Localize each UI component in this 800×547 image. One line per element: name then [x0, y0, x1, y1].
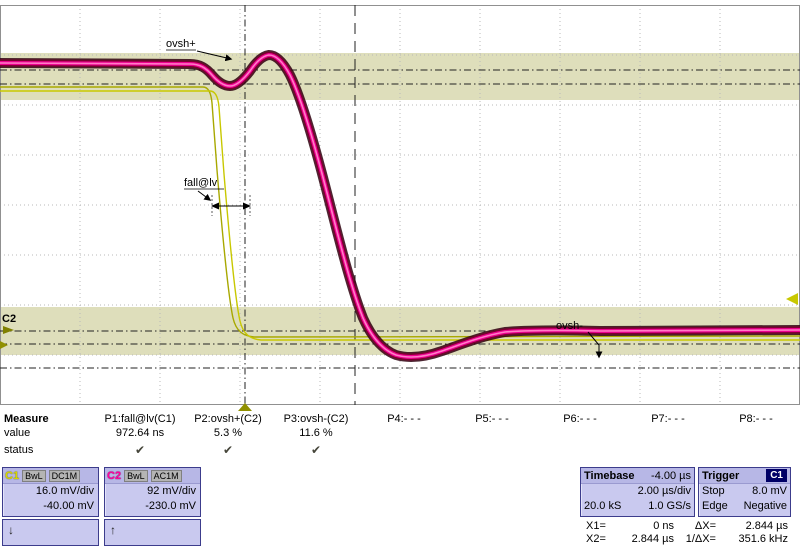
grid-horizontal-lines [0, 54, 800, 356]
param-label-p1[interactable]: P1:fall@lv(C1) [104, 413, 176, 425]
timebase-sampling-row: 20.0 kS 1.0 GS/s [581, 499, 694, 514]
timebase-sample-rate: 1.0 GS/s [648, 500, 691, 512]
c1-trace-envelope [0, 90, 800, 341]
status-ok-icon-p1: ✔ [134, 442, 146, 457]
channel-c2-bandwidth-tag: BwL [124, 469, 148, 482]
trigger-mode: Stop [702, 485, 725, 497]
measure-title: Measure [4, 413, 49, 425]
channel-c2-scale: 92 mV/div [147, 485, 196, 497]
param-label-p6[interactable]: P6:- - - [563, 413, 597, 425]
measure-value-label: value [4, 427, 31, 439]
c2-trace [0, 49, 800, 363]
annotation-ovsh-minus-arrow [587, 331, 603, 359]
channel-c1-descriptor[interactable]: C1 BwL DC1M 16.0 mV/div -40.00 mV [2, 467, 99, 517]
x1-label: X1= [586, 520, 606, 532]
param-label-p3[interactable]: P3:ovsh-(C2) [283, 413, 349, 425]
c2-offset-marker-label[interactable]: C2 [2, 313, 16, 325]
trigger-type-row: Edge Negative [699, 499, 790, 514]
channel-c2-name: C2 [107, 469, 122, 482]
invdx-value: 351.6 kHz [738, 533, 788, 545]
c1-offset-marker-icon[interactable] [0, 341, 8, 349]
timebase-samples: 20.0 kS [584, 500, 622, 512]
param-label-p7[interactable]: P7:- - - [651, 413, 685, 425]
timebase-scale-row: 2.00 µs/div [581, 484, 694, 499]
channel-c1-header: C1 BwL DC1M [3, 468, 98, 484]
measure-value-row: value 972.64 ns 5.3 % 11.6 % [0, 426, 800, 440]
param-value-p2: 5.3 % [213, 427, 243, 439]
annotation-fall-lv: fall@lv [184, 177, 218, 189]
graticule: ovsh+ fall@lv ovsh- C2 [0, 5, 800, 411]
offset-down-icon: ↓ [8, 523, 14, 537]
x1-value: 0 ns [653, 520, 674, 532]
channel-c2-marker-strip[interactable]: ↑ [104, 519, 201, 546]
annotation-ovsh-plus: ovsh+ [166, 38, 196, 50]
status-ok-icon-p2: ✔ [222, 442, 234, 457]
timebase-descriptor[interactable]: Timebase -4.00 µs 2.00 µs/div 20.0 kS 1.… [580, 467, 695, 517]
waveform-display: ovsh+ fall@lv ovsh- C2 [0, 5, 800, 411]
param-label-p4[interactable]: P4:- - - [387, 413, 421, 425]
trigger-type: Edge [702, 500, 728, 512]
measure-label-row: Measure P1:fall@lv(C1) P2:ovsh+(C2) P3:o… [0, 412, 800, 426]
trigger-descriptor[interactable]: Trigger C1 Stop 8.0 mV Edge Negative [698, 467, 791, 517]
channel-c1-scale: 16.0 mV/div [35, 485, 94, 497]
timebase-title: Timebase [584, 469, 635, 482]
channel-c1-coupling-tag: DC1M [48, 469, 81, 482]
c1-trace [0, 86, 800, 338]
c2-offset-marker-icon[interactable] [3, 326, 14, 334]
timebase-header: Timebase -4.00 µs [581, 468, 694, 484]
timebase-delay: -4.00 µs [651, 469, 691, 482]
cursor-readout-row2: X2= 2.844 µs 1/ΔX= 351.6 kHz [580, 533, 792, 546]
cursor-readout: X1= 0 ns ΔX= 2.844 µs X2= 2.844 µs 1/ΔX=… [580, 520, 792, 546]
channel-c1-bandwidth-tag: BwL [22, 469, 46, 482]
trigger-level: 8.0 mV [752, 485, 787, 497]
measure-panel: Measure P1:fall@lv(C1) P2:ovsh+(C2) P3:o… [0, 412, 800, 459]
channel-c1-offset: -40.00 mV [43, 500, 94, 512]
channel-c1-marker-strip[interactable]: ↓ [2, 519, 99, 546]
trigger-source-badge: C1 [766, 469, 787, 482]
measure-status-row: status ✔ ✔ ✔ [0, 440, 800, 459]
dx-value: 2.844 µs [745, 520, 788, 532]
trigger-mode-row: Stop 8.0 mV [699, 484, 790, 499]
cursor-readout-row1: X1= 0 ns ΔX= 2.844 µs [580, 520, 792, 533]
annotation-fall-lv-arrow [197, 190, 212, 201]
channel-c2-offset: -230.0 mV [145, 500, 196, 512]
invdx-label: 1/ΔX= [685, 533, 716, 545]
trigger-header: Trigger C1 [699, 468, 790, 484]
param-label-p2[interactable]: P2:ovsh+(C2) [194, 413, 262, 425]
param-value-p3: 11.6 % [299, 427, 333, 439]
param-value-p1: 972.64 ns [115, 427, 165, 439]
status-ok-icon-p3: ✔ [310, 442, 322, 457]
channel-c2-header: C2 BwL AC1M [105, 468, 200, 484]
trigger-position-marker-icon[interactable] [238, 403, 252, 411]
x2-label: X2= [586, 533, 606, 545]
annotation-ovsh-plus-arrow [196, 50, 233, 62]
offset-up-icon: ↑ [110, 523, 116, 537]
measure-status-label: status [4, 443, 34, 456]
timebase-scale: 2.00 µs/div [637, 485, 691, 497]
annotation-ovsh-minus: ovsh- [556, 320, 583, 332]
trigger-title: Trigger [702, 469, 740, 482]
param-label-p8[interactable]: P8:- - - [739, 413, 773, 425]
x2-value: 2.844 µs [631, 533, 674, 545]
dx-label: ΔX= [694, 520, 716, 532]
fall-time-arrowhead-right [243, 202, 251, 210]
channel-c2-coupling-tag: AC1M [150, 469, 182, 482]
trigger-slope: Negative [743, 500, 787, 512]
fall-time-arrowhead-left [211, 202, 219, 210]
channel-c1-name: C1 [5, 469, 20, 482]
channel-c2-descriptor[interactable]: C2 BwL AC1M 92 mV/div -230.0 mV [104, 467, 201, 517]
param-label-p5[interactable]: P5:- - - [475, 413, 509, 425]
trigger-level-marker-icon[interactable] [786, 293, 798, 305]
